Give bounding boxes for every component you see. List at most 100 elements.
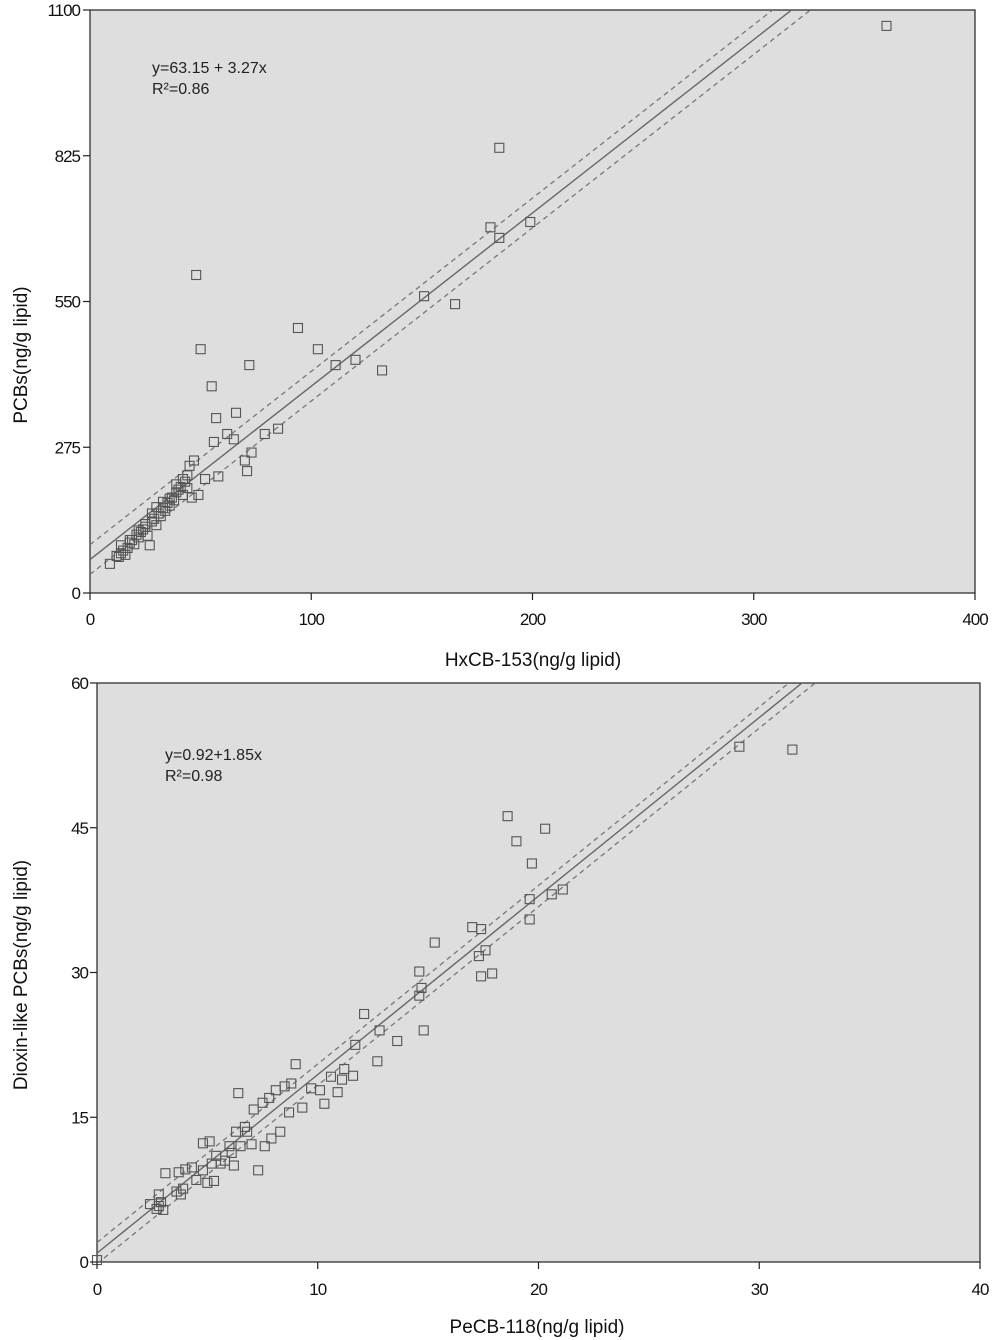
bottom-xlabel: PeCB-118(ng/g lipid) xyxy=(450,1317,625,1338)
top-data-point xyxy=(124,534,135,546)
bottom-data-point xyxy=(248,1104,259,1115)
chart-panel-bottom: Dioxin-like PCBs(ng/g lipid) PeCB-118(ng… xyxy=(11,674,990,1338)
bottom-data-point xyxy=(350,1039,361,1050)
top-data-point xyxy=(881,20,892,31)
top-y-tick-label: 825 xyxy=(55,147,81,166)
bottom-data-point xyxy=(359,1008,370,1020)
bottom-annotation-r2: R²=0.98 xyxy=(165,768,222,785)
bottom-data-point xyxy=(325,1071,337,1082)
bottom-data-point xyxy=(264,1092,275,1103)
top-data-point xyxy=(350,354,361,365)
bottom-data-point xyxy=(487,968,498,979)
bottom-data-point xyxy=(279,1081,290,1092)
top-data-point xyxy=(292,322,304,334)
bottom-data-point xyxy=(197,1165,209,1176)
top-data-point xyxy=(151,502,162,513)
bottom-data-point xyxy=(224,1141,235,1152)
bottom-data-point xyxy=(208,1175,220,1186)
bottom-y-tick-label: 30 xyxy=(71,964,88,983)
bottom-data-point xyxy=(253,1165,264,1176)
top-data-point xyxy=(242,466,253,477)
bottom-data-point xyxy=(480,945,491,956)
top-ylabel: PCBs(ng/g lipid) xyxy=(11,286,32,423)
top-data-point xyxy=(188,455,200,466)
top-data-point xyxy=(208,436,219,448)
bottom-data-point xyxy=(173,1167,184,1178)
top-x-tick-label: 300 xyxy=(741,610,767,629)
top-data-point xyxy=(230,407,242,418)
top-data-point xyxy=(494,232,505,243)
top-annotation-equation: y=63.15 + 3.27x xyxy=(152,60,267,77)
top-data-point xyxy=(191,269,202,281)
top-data-point xyxy=(239,455,250,466)
top-data-point xyxy=(133,525,144,536)
bottom-ylabel: Dioxin-like PCBs(ng/g lipid) xyxy=(11,860,32,1090)
bottom-data-point xyxy=(178,1183,189,1194)
bottom-data-point xyxy=(473,951,484,962)
bottom-y-tick-label: 0 xyxy=(80,1253,89,1272)
bottom-x-tick-label: 30 xyxy=(751,1280,768,1299)
top-data-point xyxy=(222,428,233,440)
bottom-data-point xyxy=(332,1087,343,1098)
bottom-data-point xyxy=(197,1138,209,1149)
bottom-data-point xyxy=(235,1141,246,1152)
bottom-data-point xyxy=(204,1136,215,1147)
top-ci-upper-line xyxy=(90,10,774,546)
top-x-tick-label: 200 xyxy=(520,610,546,629)
top-data-point xyxy=(376,365,388,376)
top-ci-lower-line xyxy=(90,10,812,575)
top-data-point xyxy=(164,493,175,504)
top-data-point xyxy=(195,344,206,355)
top-x-tick-label: 100 xyxy=(299,610,325,629)
bottom-data-point xyxy=(202,1177,213,1188)
top-y-tick-label: 1100 xyxy=(47,1,80,20)
bottom-data-point xyxy=(153,1189,164,1200)
bottom-data-point xyxy=(546,889,557,900)
top-data-point xyxy=(494,142,505,153)
bottom-data-point xyxy=(290,1059,301,1070)
bottom-y-tick-label: 60 xyxy=(71,674,88,693)
bottom-data-point xyxy=(339,1063,350,1075)
top-data-point xyxy=(200,473,211,485)
top-data-point xyxy=(213,471,224,482)
bottom-data-point xyxy=(372,1056,383,1067)
bottom-data-point xyxy=(175,1189,186,1200)
bottom-ci-lower-line xyxy=(98,683,817,1262)
bottom-data-point xyxy=(226,1147,237,1159)
bottom-data-point xyxy=(336,1074,348,1085)
bottom-data-point xyxy=(259,1141,270,1152)
top-data-point xyxy=(186,492,197,503)
top-data-point xyxy=(312,344,323,355)
bottom-data-point xyxy=(348,1070,359,1081)
top-data-point xyxy=(157,496,169,507)
top-y-tick-label: 550 xyxy=(55,293,81,312)
bottom-ci-upper-line xyxy=(97,683,790,1244)
top-data-point xyxy=(140,519,151,530)
top-y-tick-label: 0 xyxy=(72,584,81,603)
bottom-data-point xyxy=(429,937,440,948)
bottom-data-point xyxy=(191,1174,202,1186)
top-annotation-r2: R²=0.86 xyxy=(152,81,209,98)
top-data-point xyxy=(206,381,217,392)
bottom-data-point xyxy=(158,1204,169,1215)
top-data-point xyxy=(525,216,536,228)
top-data-point xyxy=(246,447,257,458)
bottom-data-point xyxy=(414,966,425,977)
bottom-data-point xyxy=(502,811,513,822)
top-data-point xyxy=(485,222,496,233)
bottom-data-point xyxy=(286,1078,297,1089)
bottom-data-point xyxy=(374,1025,385,1036)
top-data-point xyxy=(273,423,284,434)
bottom-data-point xyxy=(246,1139,257,1150)
bottom-data-point xyxy=(476,924,487,935)
bottom-data-point xyxy=(180,1164,191,1175)
bottom-y-tick-label: 45 xyxy=(71,819,88,838)
bottom-data-point xyxy=(284,1107,295,1118)
top-x-tick-label: 0 xyxy=(86,610,95,629)
top-xlabel: HxCB-153(ng/g lipid) xyxy=(445,650,621,671)
top-data-point xyxy=(419,291,430,302)
bottom-y-tick-label: 15 xyxy=(71,1108,88,1127)
top-data-point xyxy=(104,558,115,569)
bottom-data-point xyxy=(416,982,427,993)
